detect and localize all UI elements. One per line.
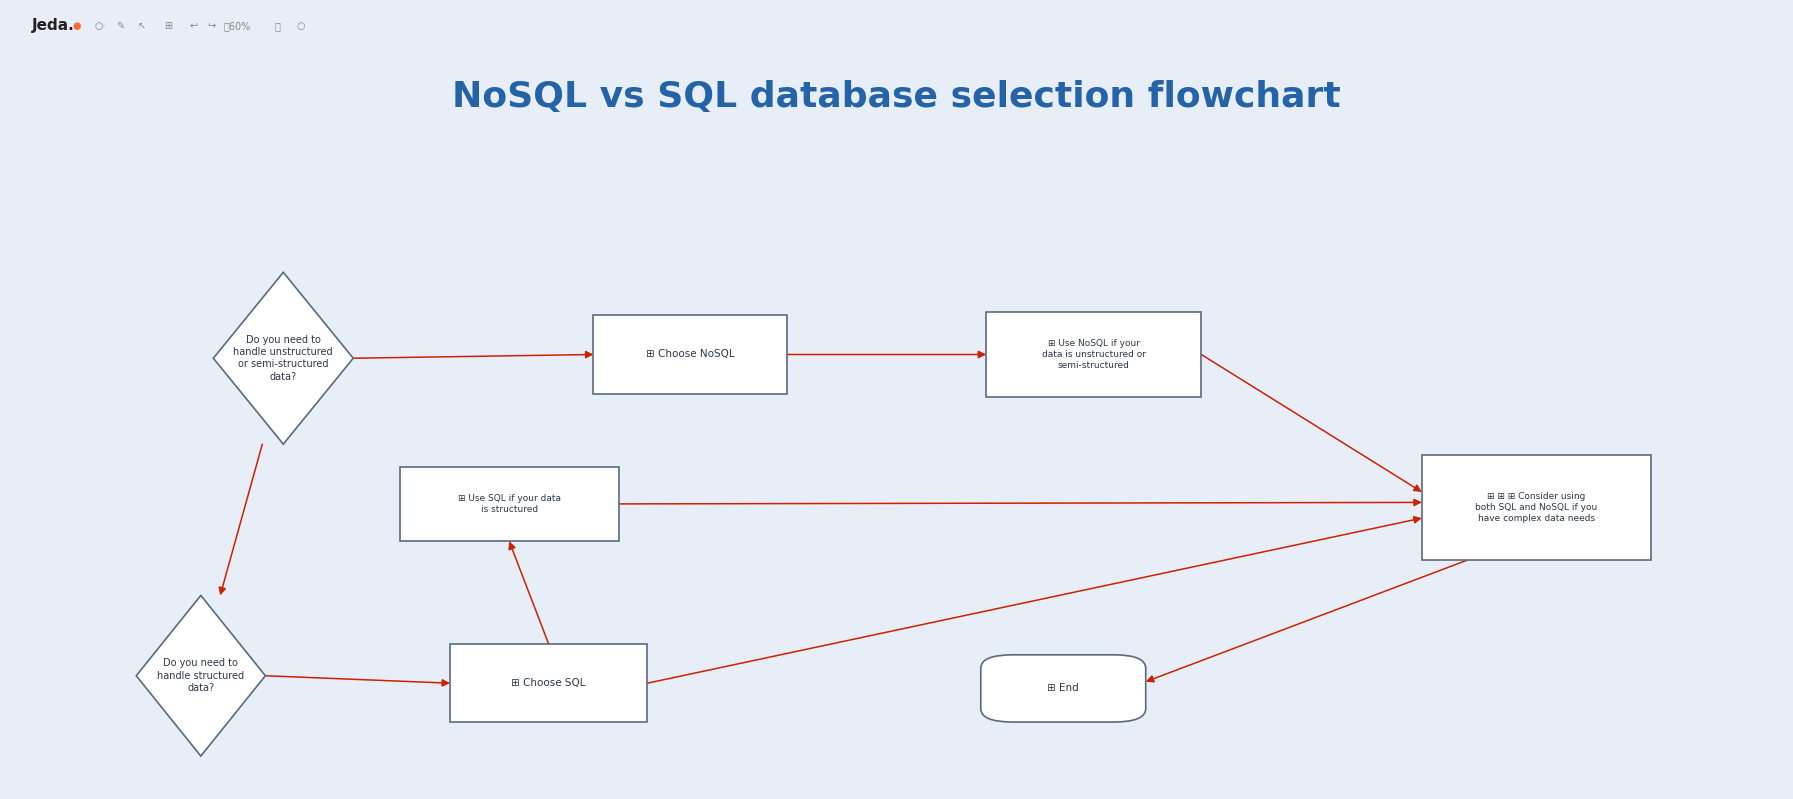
Text: ⊞ Choose NoSQL: ⊞ Choose NoSQL (645, 349, 735, 360)
Text: ●: ● (74, 21, 81, 31)
Text: ⊞ Choose SQL: ⊞ Choose SQL (511, 678, 586, 688)
Polygon shape (213, 272, 353, 444)
Bar (400, 467, 619, 541)
Text: ⊞ ⊞ ⊞ Consider using
both SQL and NoSQL if you
have complex data needs: ⊞ ⊞ ⊞ Consider using both SQL and NoSQL … (1476, 492, 1598, 523)
Text: 🔍: 🔍 (274, 21, 282, 31)
Text: ⊞ Use NoSQL if your
data is unstructured or
semi-structured: ⊞ Use NoSQL if your data is unstructured… (1042, 339, 1146, 370)
Text: NoSQL vs SQL database selection flowchart: NoSQL vs SQL database selection flowchar… (452, 80, 1341, 113)
Text: ○·: ○· (95, 21, 106, 31)
Text: Jeda.: Jeda. (32, 18, 75, 34)
Text: ↩: ↩ (190, 21, 197, 31)
Polygon shape (136, 595, 265, 756)
Text: ↖: ↖ (138, 21, 145, 31)
Bar (593, 316, 787, 394)
Text: Do you need to
handle structured
data?: Do you need to handle structured data? (158, 658, 244, 694)
Text: 🔍60%: 🔍60% (222, 21, 251, 31)
FancyBboxPatch shape (981, 655, 1146, 722)
Bar (450, 644, 647, 722)
Text: ⊞ End: ⊞ End (1047, 683, 1079, 694)
Text: ↪: ↪ (208, 21, 215, 31)
Bar (986, 312, 1201, 397)
Text: ○: ○ (298, 21, 305, 31)
Bar (1422, 455, 1651, 560)
Text: ⊞: ⊞ (165, 21, 172, 31)
Text: Do you need to
handle unstructured
or semi-structured
data?: Do you need to handle unstructured or se… (233, 335, 333, 382)
Text: ✎: ✎ (117, 21, 124, 31)
Text: ⊞ Use SQL if your data
is structured: ⊞ Use SQL if your data is structured (457, 494, 561, 514)
